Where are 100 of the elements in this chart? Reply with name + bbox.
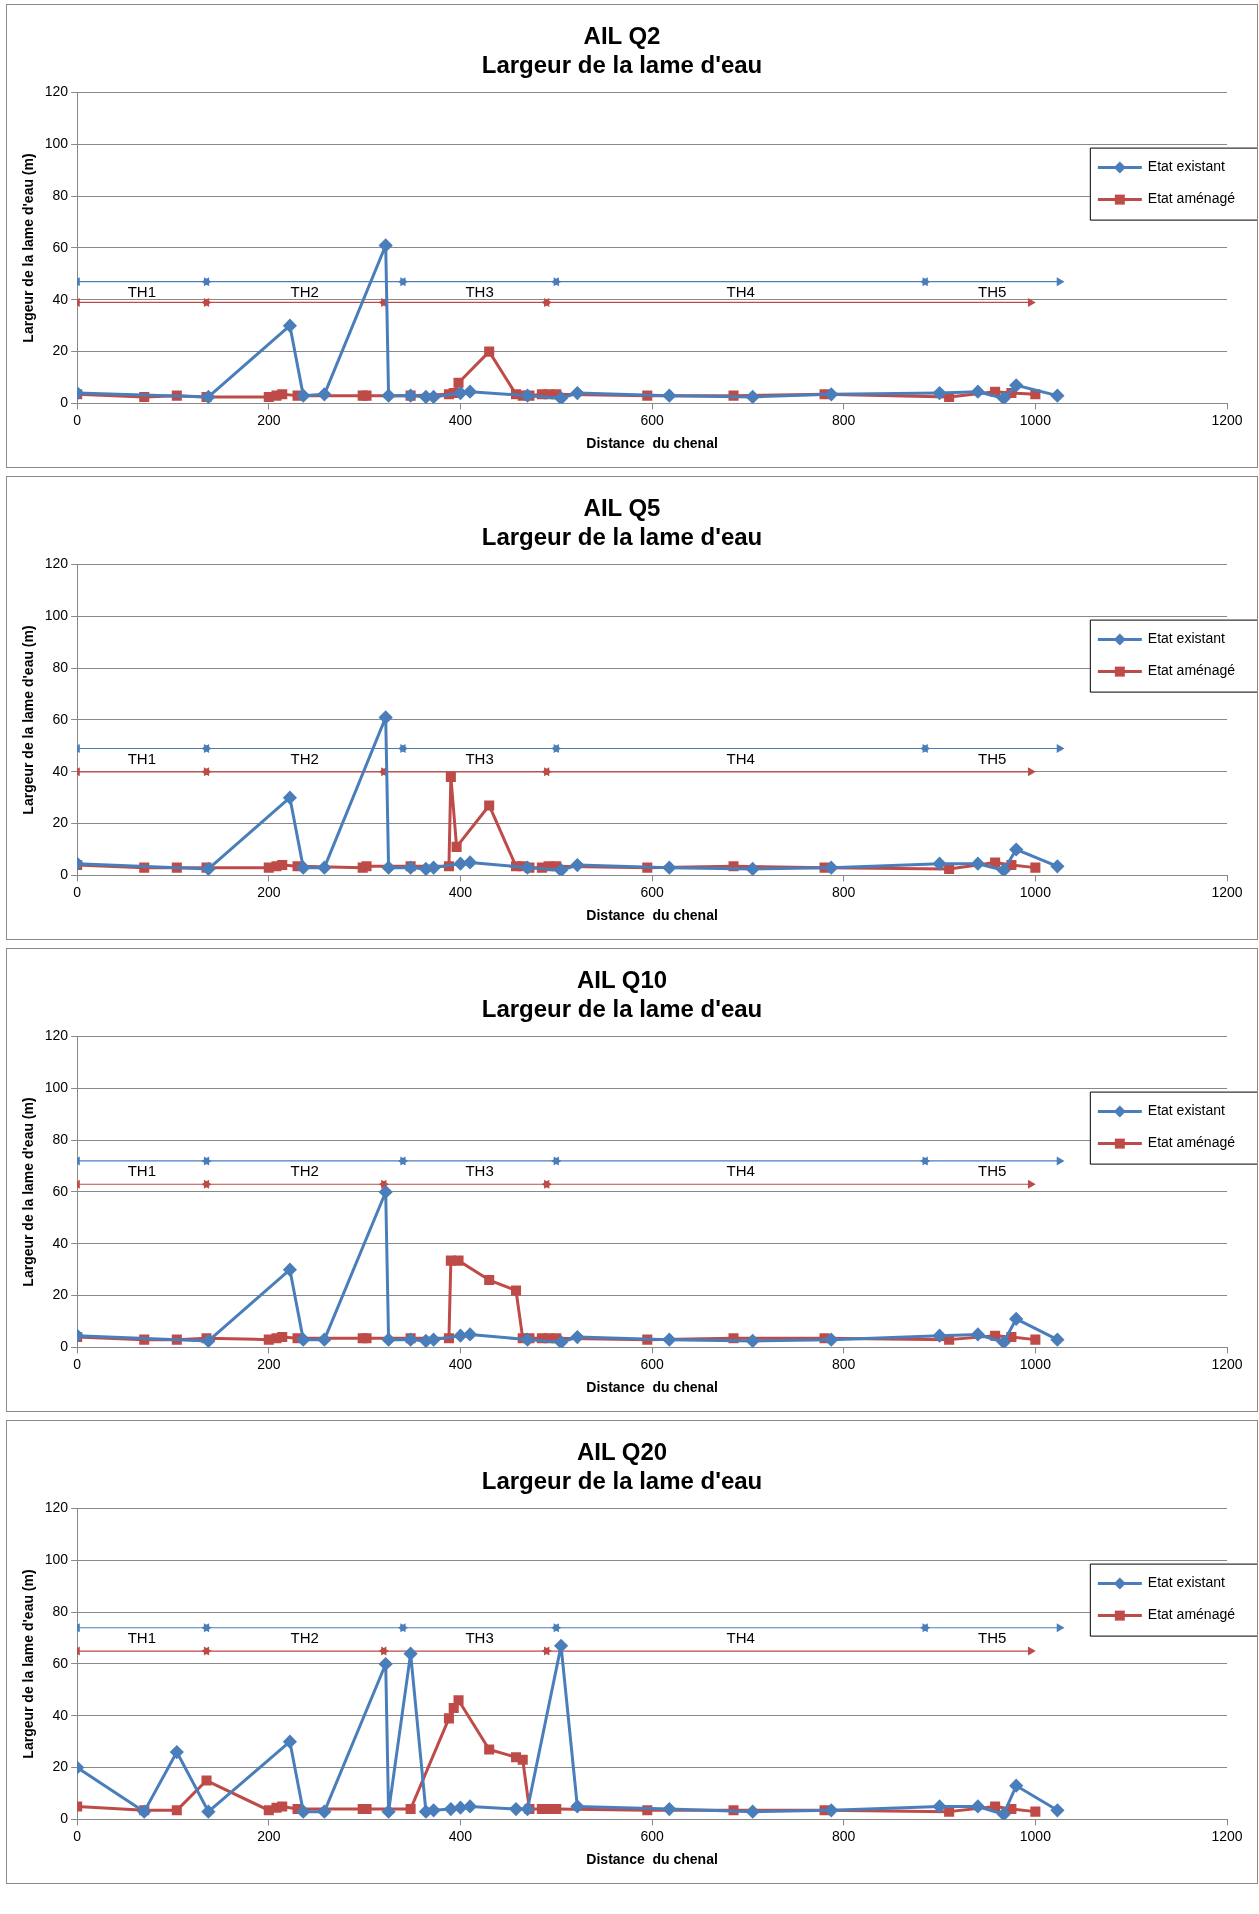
y-axis-title: Largeur de la lame d'eau (m) <box>20 153 37 343</box>
chart-subtitle: Largeur de la lame d'eau <box>481 50 763 78</box>
x-axis-title: Distance du chenal <box>586 435 718 452</box>
x-tick-label: 1000 <box>1019 1827 1052 1844</box>
annotation: TH5 <box>978 1628 1007 1646</box>
x-axis-title: Distance du chenal <box>586 1379 718 1396</box>
chart-title: AIL Q10 <box>576 966 668 994</box>
annotation: TH3 <box>465 749 494 767</box>
annotation: TH2 <box>290 749 319 767</box>
annotation: TH5 <box>978 282 1007 300</box>
annotation: TH1 <box>127 1162 157 1180</box>
y-tick-label: 80 <box>52 1131 69 1148</box>
chart-subtitle: Largeur de la lame d'eau <box>481 1466 763 1494</box>
y-tick-label: 20 <box>52 342 69 359</box>
x-tick-label: 800 <box>832 883 856 900</box>
y-tick-label: 60 <box>52 238 69 255</box>
legend-label: Etat existant <box>1147 1102 1225 1119</box>
legend-label: Etat aménagé <box>1147 1606 1236 1623</box>
legend-label: Etat existant <box>1147 1574 1225 1591</box>
y-tick-label: 120 <box>44 83 69 100</box>
x-tick-label: 600 <box>640 1355 664 1372</box>
legend-label: Etat existant <box>1147 158 1225 175</box>
x-tick-label: 200 <box>257 883 281 900</box>
y-tick-label: 40 <box>52 290 69 307</box>
y-tick-label: 100 <box>44 607 69 624</box>
y-tick-label: 20 <box>52 814 69 831</box>
x-tick-label: 800 <box>832 1827 856 1844</box>
x-tick-label: 0 <box>73 1827 82 1844</box>
x-tick-label: 400 <box>448 411 473 428</box>
annotation: TH1 <box>127 1628 157 1646</box>
y-tick-label: 0 <box>60 1810 69 1827</box>
y-tick-label: 60 <box>52 1654 69 1671</box>
annotation: TH2 <box>290 1628 319 1646</box>
x-tick-label: 1200 <box>1211 883 1243 900</box>
annotation: TH4 <box>726 282 755 300</box>
annotation: TH3 <box>465 1162 494 1180</box>
y-tick-label: 40 <box>52 762 69 779</box>
y-axis-title: Largeur de la lame d'eau (m) <box>20 1097 37 1287</box>
annotation: TH5 <box>978 749 1007 767</box>
y-tick-label: 20 <box>52 1286 69 1303</box>
y-tick-label: 0 <box>60 1338 69 1355</box>
y-tick-label: 60 <box>52 1182 69 1199</box>
x-tick-label: 1200 <box>1211 1827 1243 1844</box>
x-tick-label: 1200 <box>1211 1355 1243 1372</box>
x-tick-label: 1000 <box>1019 1355 1052 1372</box>
y-tick-label: 40 <box>52 1234 69 1251</box>
x-tick-label: 0 <box>73 411 82 428</box>
legend-label: Etat aménagé <box>1147 190 1236 207</box>
x-tick-label: 0 <box>73 1355 82 1372</box>
chart-title: AIL Q5 <box>583 494 661 522</box>
y-tick-label: 120 <box>44 1027 69 1044</box>
x-tick-label: 400 <box>448 883 473 900</box>
y-axis-title: Largeur de la lame d'eau (m) <box>20 625 37 815</box>
annotation: TH1 <box>127 749 157 767</box>
y-axis-title: Largeur de la lame d'eau (m) <box>20 1569 37 1759</box>
y-tick-label: 80 <box>52 659 69 676</box>
annotation: TH3 <box>465 1628 494 1646</box>
annotation: TH2 <box>290 282 319 300</box>
y-tick-label: 0 <box>60 394 69 411</box>
annotation: TH3 <box>465 282 494 300</box>
annotation: TH1 <box>127 282 157 300</box>
annotation: TH4 <box>726 749 755 767</box>
x-tick-label: 800 <box>832 411 856 428</box>
annotation: TH4 <box>726 1162 755 1180</box>
x-tick-label: 400 <box>448 1355 473 1372</box>
x-tick-label: 600 <box>640 411 664 428</box>
x-tick-label: 200 <box>257 411 281 428</box>
x-tick-label: 1200 <box>1211 411 1243 428</box>
x-tick-label: 400 <box>448 1827 473 1844</box>
y-tick-label: 100 <box>44 135 69 152</box>
y-tick-label: 0 <box>60 866 69 883</box>
y-tick-label: 120 <box>44 555 69 572</box>
y-tick-label: 120 <box>44 1499 69 1516</box>
y-tick-label: 80 <box>52 187 69 204</box>
x-tick-label: 600 <box>640 1827 664 1844</box>
annotation: TH2 <box>290 1162 319 1180</box>
legend-label: Etat aménagé <box>1147 1134 1236 1151</box>
x-tick-label: 1000 <box>1019 883 1052 900</box>
annotation: TH5 <box>978 1162 1007 1180</box>
legend-label: Etat aménagé <box>1147 662 1236 679</box>
y-tick-label: 60 <box>52 710 69 727</box>
chart-title: AIL Q2 <box>583 22 661 50</box>
y-tick-label: 20 <box>52 1758 69 1775</box>
x-tick-label: 1000 <box>1019 411 1052 428</box>
x-tick-label: 0 <box>73 883 82 900</box>
x-tick-label: 600 <box>640 883 664 900</box>
annotation: TH4 <box>726 1628 755 1646</box>
x-axis-title: Distance du chenal <box>586 1851 718 1868</box>
y-tick-label: 80 <box>52 1603 69 1620</box>
chart-subtitle: Largeur de la lame d'eau <box>481 522 763 550</box>
y-tick-label: 100 <box>44 1551 69 1568</box>
y-tick-label: 100 <box>44 1079 69 1096</box>
chart-title: AIL Q20 <box>576 1438 668 1466</box>
x-tick-label: 200 <box>257 1827 281 1844</box>
x-axis-title: Distance du chenal <box>586 907 718 924</box>
legend-label: Etat existant <box>1147 630 1225 647</box>
x-tick-label: 200 <box>257 1355 281 1372</box>
x-tick-label: 800 <box>832 1355 856 1372</box>
y-tick-label: 40 <box>52 1706 69 1723</box>
chart-subtitle: Largeur de la lame d'eau <box>481 994 763 1022</box>
